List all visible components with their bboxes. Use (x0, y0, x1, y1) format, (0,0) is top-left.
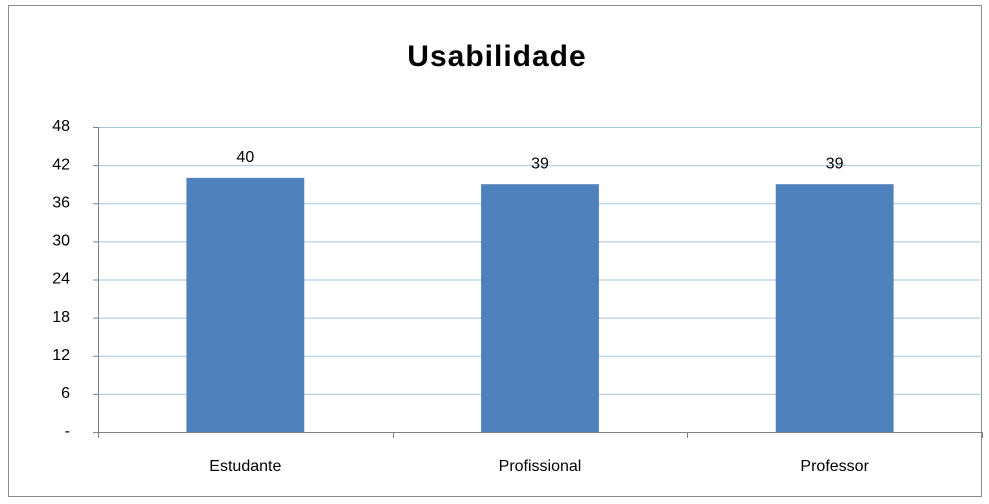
y-tick-label: 6 (61, 385, 70, 402)
bar (186, 177, 305, 432)
data-label: 40 (236, 149, 254, 166)
y-tick-label: - (65, 423, 70, 440)
y-tick-label: 18 (52, 309, 70, 326)
data-label: 39 (531, 155, 549, 172)
x-tick-label: Estudante (209, 458, 281, 475)
y-tick-label: 30 (52, 233, 70, 250)
chart-title: Usabilidade (407, 40, 586, 73)
bar (775, 184, 894, 432)
x-tick-label: Professor (800, 458, 869, 475)
y-tick-label: 12 (52, 347, 70, 364)
y-tick-label: 42 (52, 156, 70, 173)
y-tick-label: 36 (52, 194, 70, 211)
y-tick-label: 48 (52, 118, 70, 135)
x-tick-label: Profissional (499, 458, 582, 475)
data-label: 39 (826, 155, 844, 172)
y-tick-label: 24 (52, 271, 70, 288)
bar (481, 184, 599, 432)
